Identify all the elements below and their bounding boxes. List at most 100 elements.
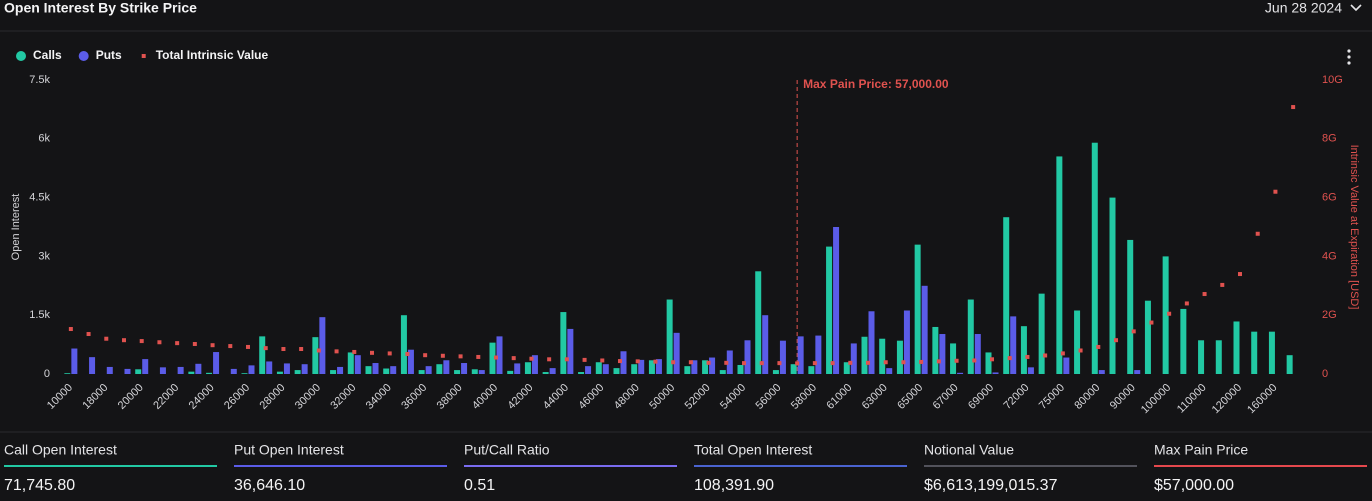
bar (992, 372, 999, 374)
x-tick-label: 22000 (151, 382, 181, 412)
bar (301, 364, 308, 374)
bar (1268, 331, 1275, 374)
bar (1233, 321, 1240, 374)
point (210, 343, 215, 348)
stat-underline (924, 465, 1137, 467)
bar (1180, 308, 1187, 374)
bar (294, 370, 301, 374)
point (68, 327, 73, 332)
bar (1251, 331, 1258, 374)
x-tick-label: 58000 (789, 382, 819, 412)
x-tick-label: 50000 (647, 382, 677, 412)
bar (365, 366, 372, 374)
point (618, 359, 622, 364)
bar (71, 348, 78, 374)
y2-tick-label: 8G (1322, 133, 1337, 145)
x-tick-label: 10000 (45, 382, 75, 412)
x-tick-label: 32000 (328, 382, 358, 412)
point (688, 360, 693, 365)
stat-label: Call Open Interest (4, 442, 117, 458)
legend-swatch (78, 51, 89, 61)
bar (620, 351, 627, 374)
point (600, 358, 605, 363)
bar (744, 340, 751, 374)
stat-value: $57,000.00 (1154, 477, 1234, 494)
y-tick-label: 3k (38, 250, 50, 262)
legend-label: Total Intrinsic Value (156, 48, 269, 62)
bar (1098, 370, 1105, 374)
point (529, 356, 534, 361)
point (352, 349, 357, 354)
point (1220, 282, 1225, 287)
point (440, 353, 445, 358)
bar (1010, 316, 1017, 374)
bar (400, 315, 407, 374)
y2-tick-label: 4G (1322, 250, 1337, 262)
point (1060, 351, 1065, 356)
bar (177, 366, 184, 374)
y-tick-label: 6k (38, 133, 50, 145)
point (795, 361, 800, 366)
point (1273, 189, 1278, 194)
bar (790, 364, 797, 374)
max-pain-label: Max Pain Price: 57,000.00 (803, 77, 949, 91)
bar (188, 371, 195, 374)
point (866, 360, 870, 365)
point (759, 361, 764, 366)
bar (808, 366, 815, 374)
stat-underline (4, 465, 217, 467)
point (370, 350, 374, 355)
bar (418, 370, 425, 374)
point (316, 348, 321, 353)
bar (496, 336, 503, 374)
point (653, 359, 658, 364)
point (1114, 338, 1118, 343)
bar (957, 372, 964, 374)
bar (213, 352, 220, 374)
bar (542, 372, 549, 374)
point (1167, 311, 1172, 316)
x-tick-label: 75000 (1037, 382, 1067, 412)
bar (879, 338, 886, 374)
bar (655, 359, 662, 374)
x-tick-label: 69000 (966, 382, 996, 412)
x-tick-label: 54000 (718, 382, 748, 412)
x-tick-label: 160000 (1245, 382, 1279, 416)
x-tick-label: 38000 (435, 382, 465, 412)
bar (932, 326, 939, 374)
point (706, 360, 711, 365)
menu-button[interactable] (1347, 49, 1351, 65)
bar (524, 362, 531, 374)
point (192, 342, 197, 347)
y2-axis-title: Intrinsic Value at Expiration [USD] (1348, 145, 1360, 310)
bar (1215, 340, 1222, 374)
stat-underline (694, 465, 907, 467)
point (635, 359, 640, 364)
bar (815, 335, 822, 374)
point (281, 347, 286, 352)
bar (507, 370, 514, 374)
bar (206, 372, 213, 374)
x-tick-label: 26000 (222, 382, 252, 412)
x-tick-label: 18000 (80, 382, 110, 412)
date-picker[interactable]: Jun 28 2024 (1265, 0, 1362, 16)
bar (354, 355, 361, 374)
bar (195, 363, 202, 374)
bar (436, 364, 443, 374)
y2-tick-label: 10G (1322, 74, 1343, 86)
bar (337, 366, 344, 374)
point (104, 336, 109, 341)
x-tick-label: 72000 (1001, 382, 1031, 412)
point (547, 357, 552, 362)
point (671, 360, 676, 365)
x-tick-label: 65000 (895, 382, 925, 412)
point (777, 361, 782, 366)
x-tick-label: 44000 (541, 382, 571, 412)
bar (135, 369, 142, 374)
stat-label: Put/Call Ratio (464, 442, 550, 458)
bar (241, 373, 248, 374)
point (494, 355, 498, 360)
bar (489, 342, 496, 374)
stat-underline (1154, 465, 1367, 467)
